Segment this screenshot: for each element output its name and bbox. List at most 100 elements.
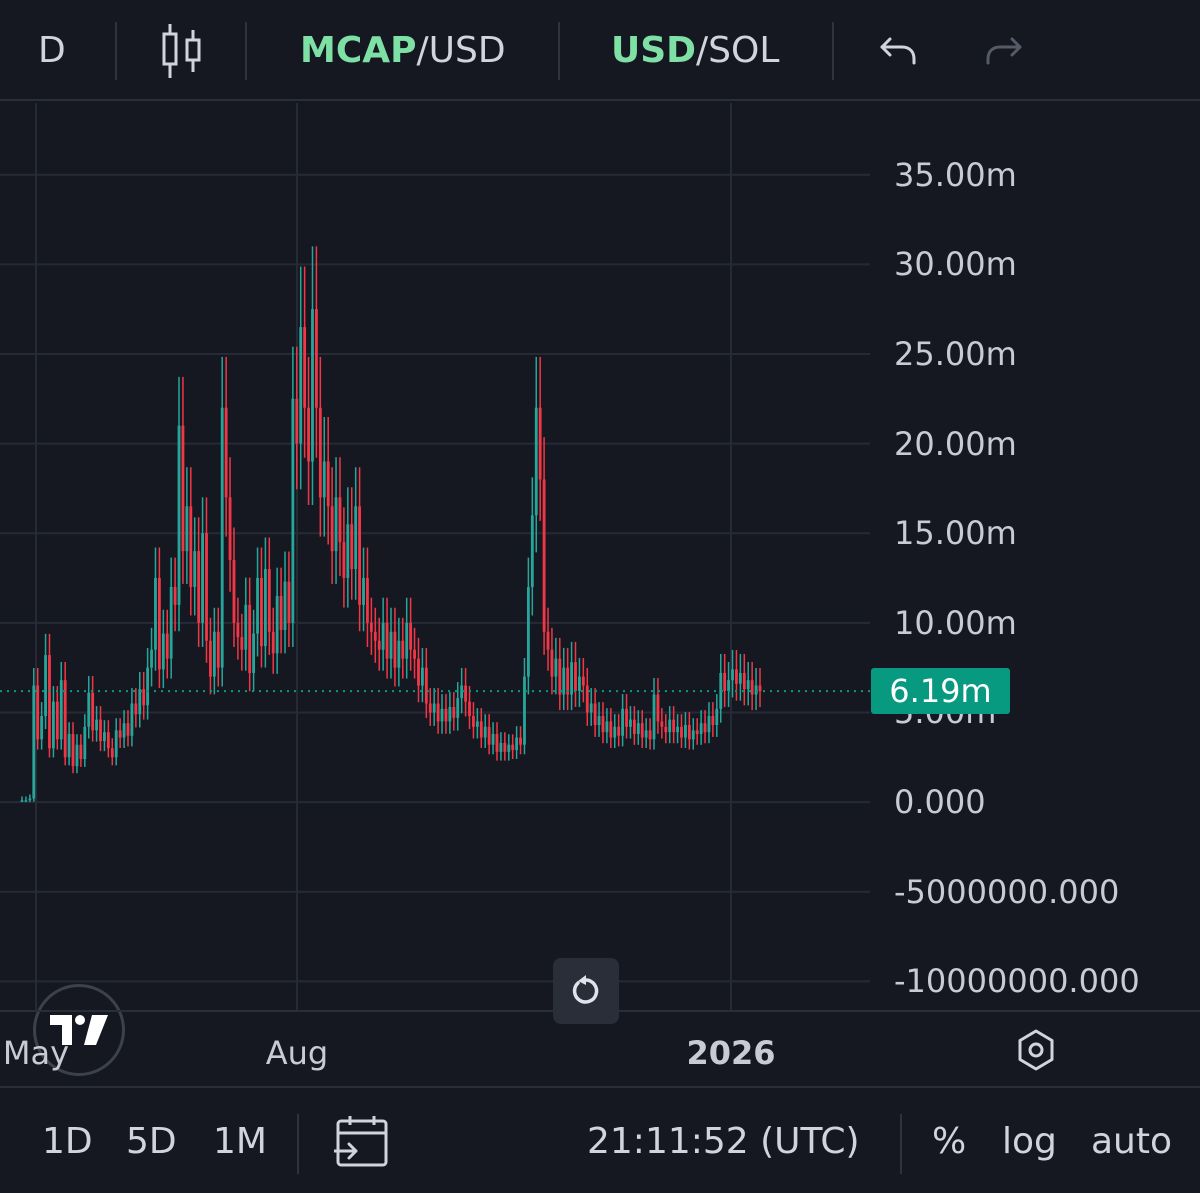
candle-body xyxy=(240,637,244,650)
undo-icon[interactable] xyxy=(876,0,920,101)
candle-body xyxy=(181,425,185,552)
chart-area[interactable]: 35.00m30.00m25.00m20.00m15.00m10.00m5.00… xyxy=(0,103,1200,1076)
candle xyxy=(727,661,731,707)
candle-body xyxy=(432,703,436,713)
auto-scale-button[interactable]: auto xyxy=(1091,1121,1173,1162)
candlestick-icon[interactable] xyxy=(160,0,204,101)
candle-body xyxy=(59,680,63,740)
candle xyxy=(676,714,679,744)
candle xyxy=(71,722,75,774)
candle xyxy=(440,694,444,734)
candle xyxy=(664,714,668,744)
candle-body xyxy=(731,669,734,681)
candle xyxy=(118,718,122,748)
candle-body xyxy=(48,655,51,749)
candle xyxy=(523,657,526,755)
candle xyxy=(295,346,299,490)
candle-body xyxy=(570,662,573,695)
candle xyxy=(644,718,648,748)
candle xyxy=(687,712,691,750)
reset-chart-button[interactable] xyxy=(553,958,619,1024)
candle xyxy=(389,607,393,679)
candle xyxy=(79,734,83,767)
candle-body xyxy=(420,667,424,686)
candle-body xyxy=(55,701,59,740)
candle-body xyxy=(381,622,385,650)
candle-body xyxy=(440,708,444,722)
candle-body xyxy=(385,622,389,659)
candle xyxy=(413,627,416,679)
candle xyxy=(715,694,719,737)
range-1m-button[interactable]: 1M xyxy=(213,1121,267,1162)
candle-body xyxy=(680,726,683,738)
chart-settings-icon[interactable] xyxy=(1014,1028,1058,1072)
candle xyxy=(695,718,699,745)
candle-body xyxy=(315,309,318,408)
candle-body xyxy=(499,742,503,752)
interval-button[interactable]: D xyxy=(38,30,66,71)
candle xyxy=(209,617,212,695)
candle xyxy=(464,667,467,717)
candle xyxy=(362,547,365,632)
candle-body xyxy=(648,730,652,740)
candle xyxy=(640,710,644,748)
candle-body xyxy=(707,716,711,733)
candle-body xyxy=(538,407,542,480)
candle xyxy=(36,667,40,750)
candle xyxy=(87,676,91,739)
candle xyxy=(95,706,98,742)
candle xyxy=(719,653,723,723)
candle-body xyxy=(295,398,299,444)
candle-body xyxy=(468,701,471,717)
goto-date-icon[interactable] xyxy=(334,1090,390,1193)
time-axis[interactable]: May Aug 2026 xyxy=(0,1010,1200,1088)
candle-body xyxy=(232,560,236,623)
candle xyxy=(530,477,534,616)
bottom-bar: 1D 5D 1M 21:11:52 (UTC) % log auto xyxy=(0,1090,1200,1193)
candle xyxy=(381,597,385,671)
candle-body xyxy=(554,658,558,677)
percent-scale-button[interactable]: % xyxy=(932,1121,967,1162)
candle xyxy=(499,732,503,761)
log-scale-button[interactable]: log xyxy=(1002,1121,1057,1162)
candle-body xyxy=(271,631,275,654)
candle xyxy=(515,726,519,760)
candle-body xyxy=(205,533,208,641)
candle xyxy=(491,722,495,755)
candle-body xyxy=(507,744,511,752)
tradingview-logo[interactable] xyxy=(33,984,125,1076)
candle-body xyxy=(464,685,467,702)
candle xyxy=(632,706,636,745)
candle-body xyxy=(436,703,440,722)
top-toolbar: D MCAP/USD USD/SOL xyxy=(0,0,1200,101)
candle xyxy=(299,266,303,490)
candle xyxy=(55,686,59,750)
time-label-aug: Aug xyxy=(265,1034,329,1072)
price-tick-label: 10.00m xyxy=(894,603,1017,642)
candle xyxy=(629,706,632,739)
bottom-divider xyxy=(900,1114,902,1174)
range-5d-button[interactable]: 5D xyxy=(126,1121,177,1162)
candle-body xyxy=(110,748,114,758)
candle xyxy=(621,694,625,747)
utc-clock[interactable]: 21:11:52 (UTC) xyxy=(587,1121,860,1162)
last-price-badge: 6.19m xyxy=(871,668,1010,715)
redo-icon[interactable] xyxy=(982,0,1026,101)
candle-body xyxy=(668,719,672,733)
candle-body xyxy=(220,407,224,668)
mcap-usd-toggle[interactable]: MCAP/USD xyxy=(300,0,506,101)
candle xyxy=(742,653,746,706)
price-tick-label: -5000000.000 xyxy=(894,872,1120,911)
usd-sol-toggle[interactable]: USD/SOL xyxy=(611,0,779,101)
candle xyxy=(185,467,189,584)
candle-body xyxy=(263,569,267,647)
candle-body xyxy=(684,724,687,738)
candle xyxy=(424,647,428,719)
candle xyxy=(271,607,275,674)
candle xyxy=(703,710,707,744)
candle xyxy=(244,577,248,671)
candle xyxy=(318,356,322,537)
price-chart[interactable] xyxy=(0,103,1200,1010)
range-1d-button[interactable]: 1D xyxy=(42,1121,93,1162)
candle-body xyxy=(632,719,636,734)
